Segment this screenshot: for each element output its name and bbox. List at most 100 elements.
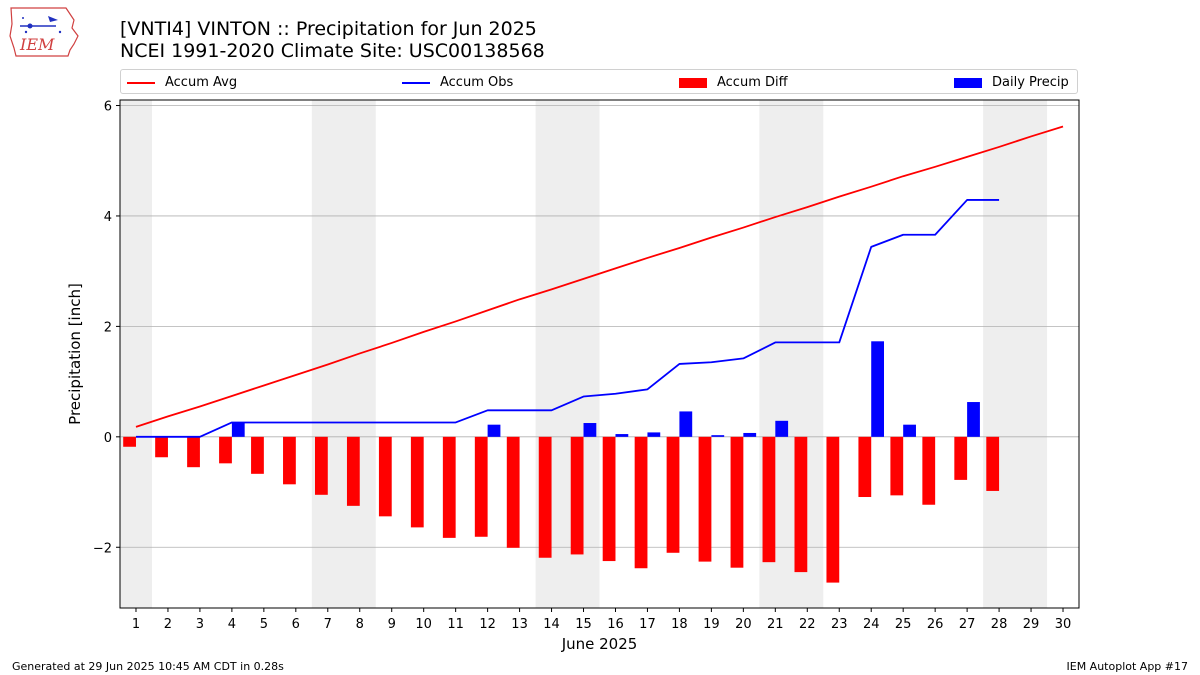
accum-diff-bar: [314, 436, 328, 495]
x-tick-label: 19: [703, 617, 720, 632]
legend-label: Accum Avg: [165, 75, 238, 90]
daily-precip-bar: [615, 434, 629, 437]
legend-swatch: [954, 77, 982, 88]
accum-diff-bar: [538, 436, 552, 558]
x-tick-label: 11: [447, 617, 464, 632]
y-tick-label: −2: [93, 541, 112, 556]
x-tick-label: 27: [959, 617, 976, 632]
x-tick-label: 2: [164, 617, 172, 632]
accum-diff-bar: [666, 436, 680, 553]
accum-diff-bar: [634, 436, 648, 569]
generated-footer: Generated at 29 Jun 2025 10:45 AM CDT in…: [12, 660, 284, 673]
accum-obs-line: [135, 199, 1000, 438]
chart-title: [VNTI4] VINTON :: Precipitation for Jun …: [120, 18, 537, 40]
x-tick-label: 6: [292, 617, 300, 632]
x-axis-label: June 2025: [561, 635, 638, 653]
x-tick-label: 21: [767, 617, 784, 632]
legend-item-accum-avg: Accum Avg: [127, 70, 237, 95]
accum-diff-bar: [474, 436, 488, 537]
daily-precip-bar: [679, 411, 693, 437]
y-tick-label: 6: [104, 100, 112, 115]
daily-precip-bar: [487, 424, 501, 437]
x-tick-label: 20: [735, 617, 752, 632]
iem-logo: IEM: [9, 7, 79, 57]
x-tick-label: 24: [863, 617, 880, 632]
daily-precip-bar: [871, 341, 885, 437]
app-footer: IEM Autoplot App #17: [1066, 660, 1189, 673]
x-tick-label: 10: [415, 617, 432, 632]
y-tick-label: 0: [104, 431, 112, 446]
x-tick-label: 26: [927, 617, 944, 632]
x-tick-label: 9: [388, 617, 396, 632]
x-tick-label: 8: [356, 617, 364, 632]
legend-swatch: [127, 81, 155, 84]
legend-item-accum-diff: Accum Diff: [679, 70, 788, 95]
daily-precip-bar: [743, 432, 757, 437]
accum-diff-bar: [602, 436, 616, 562]
accum-diff-bar: [155, 436, 168, 458]
legend: Accum Avg Accum Obs Accum Diff Daily Pre…: [120, 69, 1078, 94]
x-tick-label: 7: [324, 617, 332, 632]
daily-precip-bar: [583, 423, 597, 437]
daily-precip-bar: [967, 402, 980, 437]
x-tick-label: 5: [260, 617, 268, 632]
legend-swatch: [679, 77, 707, 88]
legend-label: Daily Precip: [992, 75, 1069, 90]
accum-diff-bar: [219, 436, 232, 464]
x-tick-label: 28: [991, 617, 1008, 632]
accum-diff-bar: [346, 436, 360, 506]
accum-diff-bar: [954, 436, 968, 480]
legend-item-accum-obs: Accum Obs: [402, 70, 513, 95]
plot-frame: [119, 99, 1080, 609]
accum-diff-bar: [794, 436, 808, 573]
y-tick-label: 2: [104, 320, 112, 335]
weekend-shade: [311, 100, 376, 608]
accum-diff-bar: [283, 436, 296, 485]
weekend-shade: [120, 100, 152, 608]
daily-precip-bar: [647, 432, 661, 437]
daily-precip-bar: [231, 422, 245, 437]
accum-diff-bar: [442, 436, 456, 538]
accum-diff-bar: [762, 436, 776, 563]
y-tick-label: 4: [104, 210, 112, 225]
accum-diff-bar: [890, 436, 904, 496]
x-tick-label: 1: [132, 617, 140, 632]
accum-avg-line: [135, 125, 1064, 428]
daily-precip-bar: [711, 435, 725, 437]
x-tick-label: 4: [228, 617, 236, 632]
x-tick-label: 22: [799, 617, 816, 632]
x-tick-label: 13: [511, 617, 528, 632]
accum-diff-bar: [826, 436, 840, 583]
accum-diff-bar: [698, 436, 712, 562]
accum-diff-bar: [730, 436, 744, 568]
weekend-shade: [983, 100, 1048, 608]
x-tick-label: 3: [196, 617, 204, 632]
accum-diff-bar: [506, 436, 520, 548]
x-tick-label: 15: [575, 617, 592, 632]
x-tick-label: 18: [671, 617, 688, 632]
y-axis-label: Precipitation [inch]: [66, 283, 84, 425]
x-tick-label: 17: [639, 617, 656, 632]
daily-precip-bar: [903, 424, 916, 437]
accum-diff-bar: [986, 436, 1000, 491]
legend-label: Accum Diff: [717, 75, 788, 90]
accum-diff-bar: [570, 436, 584, 555]
accum-diff-bar: [251, 436, 264, 474]
chart-subtitle: NCEI 1991-2020 Climate Site: USC00138568: [120, 40, 545, 62]
x-tick-label: 30: [1055, 617, 1072, 632]
x-tick-label: 23: [831, 617, 848, 632]
x-tick-label: 16: [607, 617, 624, 632]
legend-swatch: [402, 81, 430, 84]
x-tick-label: 29: [1023, 617, 1040, 632]
x-tick-label: 25: [895, 617, 912, 632]
daily-precip-bar: [775, 420, 789, 437]
accum-diff-bar: [922, 436, 936, 505]
accum-diff-bar: [410, 436, 424, 528]
accum-diff-bar: [187, 436, 200, 468]
legend-item-daily-precip: Daily Precip: [954, 70, 1069, 95]
accum-diff-bar: [378, 436, 392, 517]
x-tick-label: 12: [479, 617, 496, 632]
legend-label: Accum Obs: [440, 75, 514, 90]
svg-text:IEM: IEM: [19, 35, 55, 54]
